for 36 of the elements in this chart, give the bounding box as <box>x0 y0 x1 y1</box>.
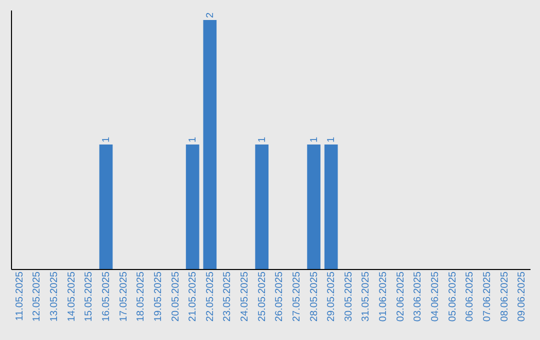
data-label: 1 <box>308 136 320 142</box>
x-tick-label: 15.05.2025 <box>84 271 95 322</box>
x-tick-label: 29.05.2025 <box>326 271 338 322</box>
data-label: 1 <box>256 136 268 142</box>
x-tick-label: 22.05.2025 <box>204 271 216 322</box>
x-tick-label: 24.05.2025 <box>240 271 251 322</box>
data-label: 2 <box>204 12 216 18</box>
x-tick-label: 01.06.2025 <box>378 271 390 322</box>
x-tick-label: 23.05.2025 <box>222 271 234 322</box>
x-tick-label: 11.05.2025 <box>14 271 26 321</box>
x-tick-label: 03.06.2025 <box>412 271 424 322</box>
data-label: 1 <box>100 136 112 142</box>
x-tick-label: 19.05.2025 <box>152 271 164 322</box>
x-tick-label: 16.05.2025 <box>100 271 112 322</box>
x-tick-label: 12.05.2025 <box>32 271 43 322</box>
x-tick-label: 20.05.2025 <box>170 271 182 322</box>
x-tick-label: 02.06.2025 <box>395 271 406 322</box>
data-label: 1 <box>326 136 338 142</box>
x-tick-label: 09.06.2025 <box>516 271 528 322</box>
x-tick-label: 13.05.2025 <box>49 271 60 322</box>
x-tick-label: 07.06.2025 <box>482 271 493 322</box>
x-tick-label: 31.05.2025 <box>360 271 372 322</box>
x-tick-label: 25.05.2025 <box>256 271 268 322</box>
x-tick-label: 04.06.2025 <box>430 271 442 322</box>
x-tick-label: 18.05.2025 <box>136 271 147 322</box>
x-tick-label: 06.06.2025 <box>464 271 476 322</box>
x-tick-label: 17.05.2025 <box>118 271 130 322</box>
x-tick-label: 05.06.2025 <box>447 271 458 322</box>
x-tick-label: 08.06.2025 <box>499 271 510 322</box>
x-tick-label: 28.05.2025 <box>308 271 320 322</box>
x-tick-label: 21.05.2025 <box>188 271 199 322</box>
data-label: 1 <box>188 136 199 142</box>
x-tick-label: 27.05.2025 <box>291 271 302 322</box>
x-tick-label: 26.05.2025 <box>274 271 286 322</box>
x-tick-label: 14.05.2025 <box>66 271 78 322</box>
x-tick-label: 30.05.2025 <box>343 271 354 322</box>
